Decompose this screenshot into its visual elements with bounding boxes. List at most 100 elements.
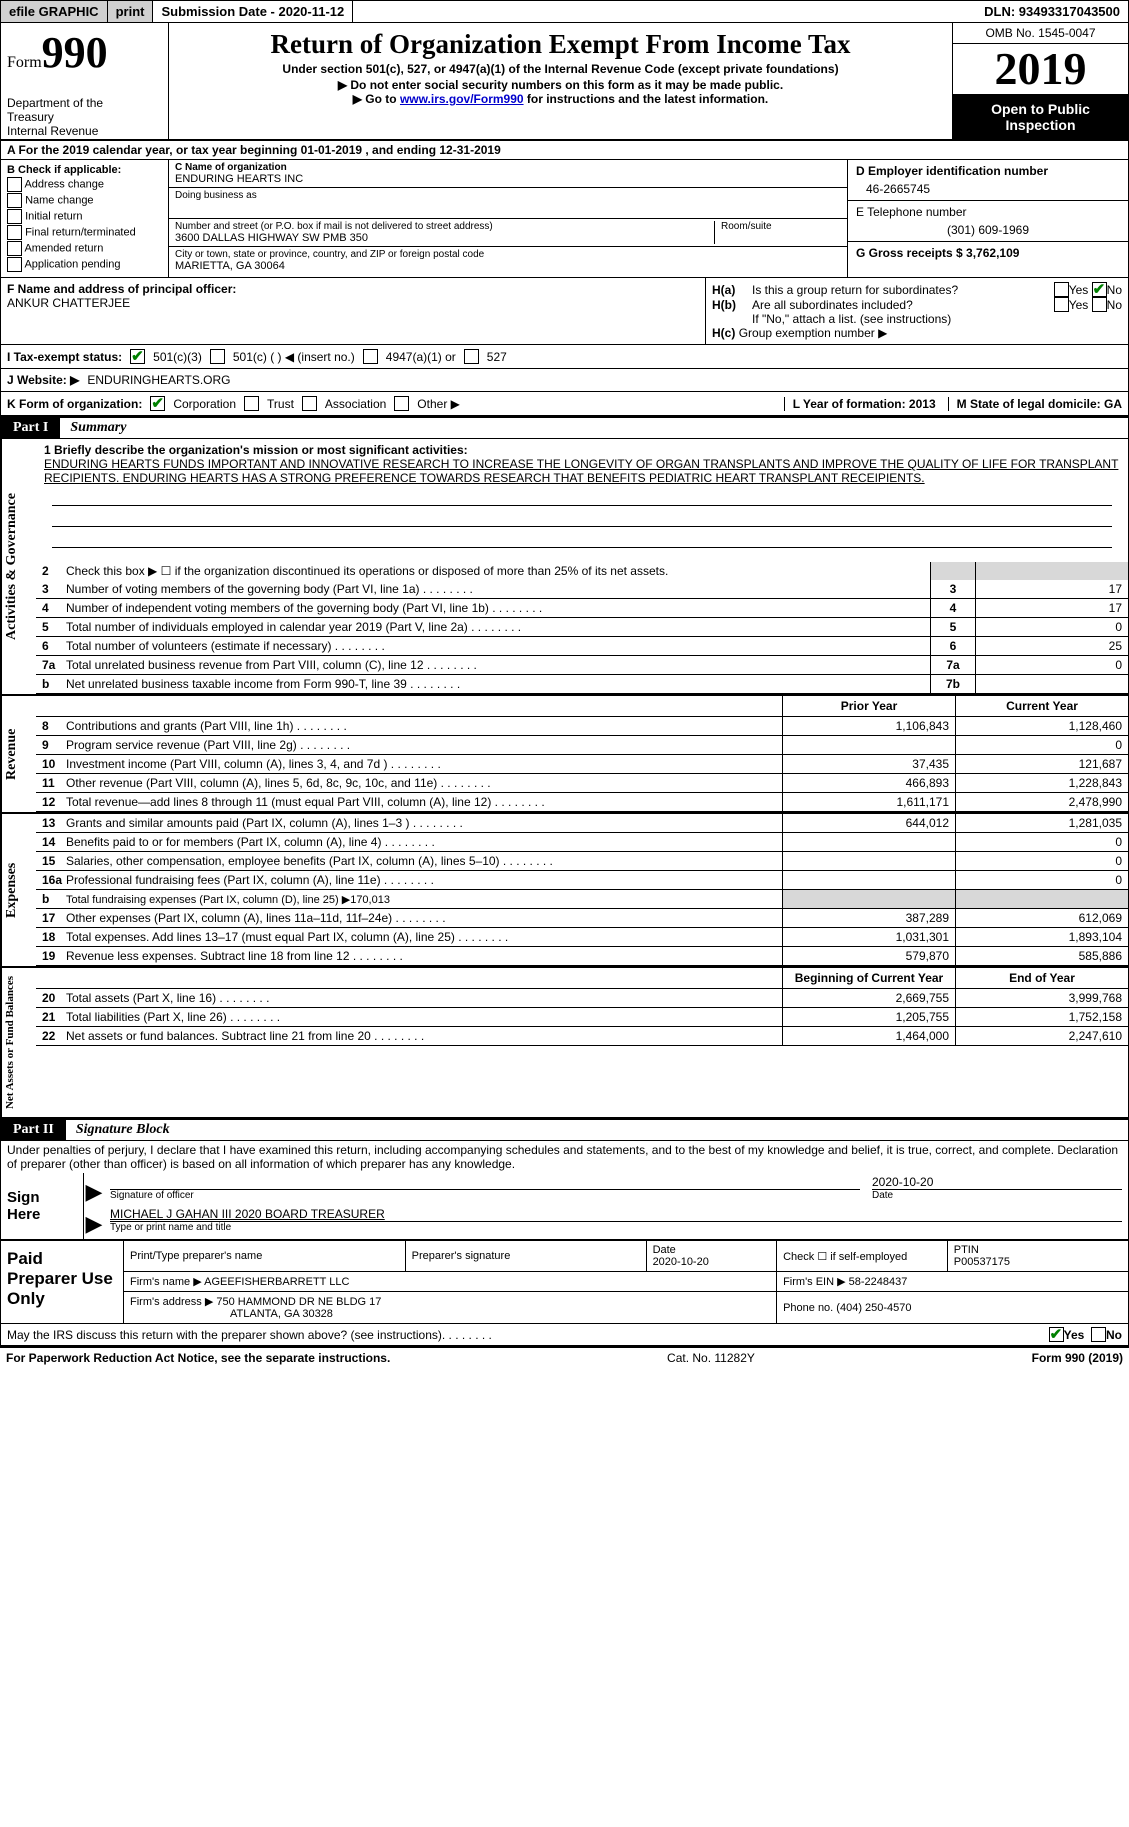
mission-text: ENDURING HEARTS FUNDS IMPORTANT AND INNO…: [44, 457, 1118, 485]
table-row: 7aTotal unrelated business revenue from …: [36, 656, 1128, 675]
form-word: Form: [7, 54, 42, 71]
cb-527[interactable]: [464, 349, 479, 364]
cb-discuss-no[interactable]: [1091, 1327, 1106, 1342]
website-value: ENDURINGHEARTS.ORG: [87, 373, 230, 387]
part-1-title: Summary: [60, 418, 136, 438]
row-klm: K Form of organization: Corporation Trus…: [0, 392, 1129, 416]
form-title: Return of Organization Exempt From Incom…: [177, 29, 944, 60]
col-end-year: End of Year: [956, 968, 1129, 989]
table-row: 12Total revenue—add lines 8 through 11 (…: [36, 793, 1128, 812]
table-row: 22Net assets or fund balances. Subtract …: [36, 1027, 1128, 1046]
sign-here-label: Sign Here: [1, 1173, 84, 1239]
cb-ha-yes[interactable]: [1054, 282, 1069, 297]
open-to-public-2: Inspection: [955, 117, 1126, 133]
cb-trust[interactable]: [244, 396, 259, 411]
note-1: ▶ Do not enter social security numbers o…: [177, 78, 944, 92]
instructions-link[interactable]: www.irs.gov/Form990: [400, 92, 524, 106]
preparer-label: Paid Preparer Use Only: [1, 1241, 124, 1323]
website-row: J Website: ▶ ENDURINGHEARTS.ORG: [0, 369, 1129, 392]
phone-label: E Telephone number: [856, 205, 967, 219]
cb-501c[interactable]: [210, 349, 225, 364]
col-prior-year: Prior Year: [783, 696, 956, 717]
cb-final-return[interactable]: [7, 225, 22, 240]
discuss-text: May the IRS discuss this return with the…: [7, 1328, 442, 1342]
table-row: 21Total liabilities (Part X, line 26)1,2…: [36, 1008, 1128, 1027]
table-row: 8Contributions and grants (Part VIII, li…: [36, 717, 1128, 736]
table-row: bTotal fundraising expenses (Part IX, co…: [36, 890, 1128, 909]
section-b: B Check if applicable: Address change Na…: [1, 160, 169, 277]
phone-value: (301) 609-1969: [856, 223, 1120, 237]
dept-line1: Department of the: [7, 96, 162, 110]
summary-expenses: Expenses 13Grants and similar amounts pa…: [0, 812, 1129, 966]
vert-revenue: Revenue: [1, 696, 36, 812]
table-row: 15Salaries, other compensation, employee…: [36, 852, 1128, 871]
part-2-header: Part II Signature Block: [0, 1118, 1129, 1141]
addr-label: Number and street (or P.O. box if mail i…: [175, 221, 714, 232]
l-year-formation: L Year of formation: 2013: [793, 397, 936, 411]
blank-line-3: [52, 531, 1112, 548]
cb-assoc[interactable]: [302, 396, 317, 411]
header-left: Form990 Department of the Treasury Inter…: [1, 23, 169, 139]
cb-address-change[interactable]: [7, 177, 22, 192]
discuss-row: May the IRS discuss this return with the…: [0, 1324, 1129, 1346]
part-2-title: Signature Block: [66, 1120, 180, 1140]
cb-pending[interactable]: [7, 257, 22, 272]
firm-ein: 58-2248437: [849, 1276, 908, 1288]
hb-text: Are all subordinates included?: [752, 298, 1054, 312]
prep-h1: Print/Type preparer's name: [124, 1241, 405, 1272]
section-b-title: B Check if applicable:: [7, 164, 162, 176]
table-row: 14Benefits paid to or for members (Part …: [36, 833, 1128, 852]
sig-date: 2020-10-20: [872, 1175, 1122, 1190]
cb-4947[interactable]: [363, 349, 378, 364]
vert-net-assets: Net Assets or Fund Balances: [1, 968, 36, 1117]
table-row: 6Total number of volunteers (estimate if…: [36, 637, 1128, 656]
table-row: 16aProfessional fundraising fees (Part I…: [36, 871, 1128, 890]
firm-phone: (404) 250-4570: [836, 1302, 911, 1314]
prep-date: 2020-10-20: [653, 1256, 709, 1268]
officer-name: ANKUR CHATTERJEE: [7, 296, 130, 310]
revenue-table: Prior YearCurrent Year 8Contributions an…: [36, 696, 1128, 812]
gross-receipts: G Gross receipts $ 3,762,109: [856, 246, 1019, 260]
cb-ha-no[interactable]: [1092, 282, 1107, 297]
cb-corp[interactable]: [150, 396, 165, 411]
footer-left: For Paperwork Reduction Act Notice, see …: [6, 1351, 390, 1365]
cb-other[interactable]: [394, 396, 409, 411]
net-assets-table: Beginning of Current YearEnd of Year 20T…: [36, 968, 1128, 1046]
cb-initial-return[interactable]: [7, 209, 22, 224]
cb-hb-no[interactable]: [1092, 297, 1107, 312]
page-footer: For Paperwork Reduction Act Notice, see …: [0, 1348, 1129, 1368]
table-row: 11Other revenue (Part VIII, column (A), …: [36, 774, 1128, 793]
governance-table: 2Check this box ▶ ☐ if the organization …: [36, 562, 1128, 694]
preparer-section: Paid Preparer Use Only Print/Type prepar…: [0, 1240, 1129, 1324]
table-row: 19Revenue less expenses. Subtract line 1…: [36, 947, 1128, 966]
form-number: 990: [42, 28, 108, 77]
line-1-label: 1 Briefly describe the organization's mi…: [44, 443, 468, 457]
cb-name-change[interactable]: [7, 193, 22, 208]
table-row: 13Grants and similar amounts paid (Part …: [36, 814, 1128, 833]
perjury-statement: Under penalties of perjury, I declare th…: [0, 1141, 1129, 1173]
footer-cat: Cat. No. 11282Y: [390, 1351, 1031, 1365]
print-button[interactable]: print: [108, 1, 154, 22]
tax-year: 2019: [953, 44, 1128, 95]
signer-name: MICHAEL J GAHAN III 2020 BOARD TREASURER: [110, 1207, 385, 1221]
m-state-domicile: M State of legal domicile: GA: [957, 397, 1122, 411]
table-row: bNet unrelated business taxable income f…: [36, 675, 1128, 694]
hc-text: Group exemption number ▶: [739, 326, 888, 340]
ha-text: Is this a group return for subordinates?: [752, 283, 1054, 297]
blank-line-1: [52, 489, 1112, 506]
cb-amended[interactable]: [7, 241, 22, 256]
header-mid: Return of Organization Exempt From Incom…: [169, 23, 952, 139]
cb-discuss-yes[interactable]: [1049, 1327, 1064, 1342]
table-row: 3Number of voting members of the governi…: [36, 580, 1128, 599]
summary-activities: Activities & Governance 1 Briefly descri…: [0, 439, 1129, 694]
cb-hb-yes[interactable]: [1054, 297, 1069, 312]
cb-501c3[interactable]: [130, 349, 145, 364]
firm-name: AGEEFISHERBARRETT LLC: [204, 1276, 349, 1288]
dept-line2: Treasury: [7, 110, 162, 124]
ein-value: 46-2665745: [856, 182, 1120, 196]
open-to-public-1: Open to Public: [955, 101, 1126, 117]
signer-name-label: Type or print name and title: [110, 1222, 1122, 1233]
submission-date: Submission Date - 2020-11-12: [153, 1, 353, 22]
table-row: 4Number of independent voting members of…: [36, 599, 1128, 618]
date-label: Date: [872, 1190, 1122, 1201]
